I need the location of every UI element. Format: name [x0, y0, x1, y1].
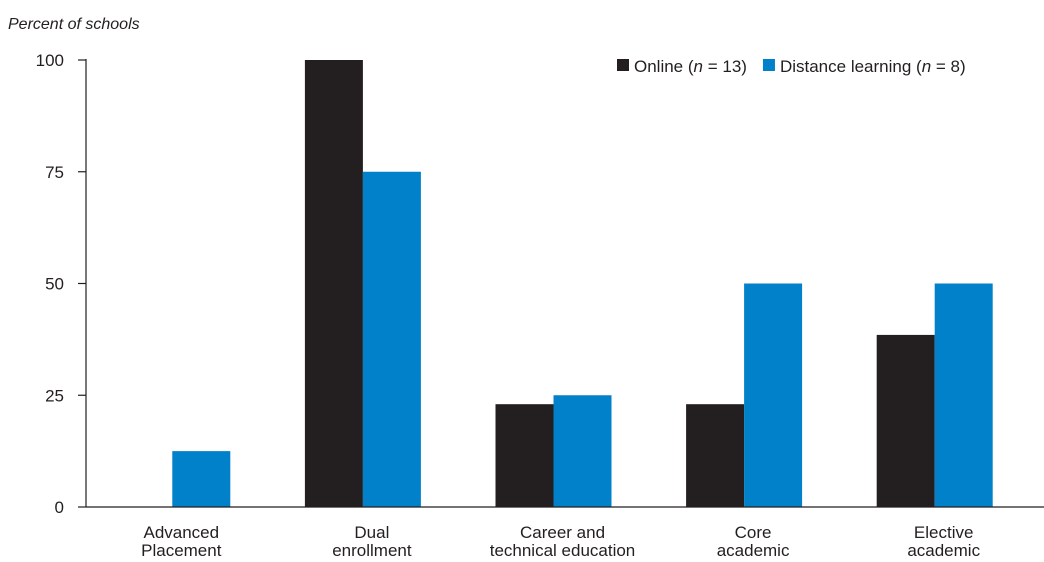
x-category-label-line: Placement	[141, 541, 222, 560]
legend-label-main: Distance learning (	[780, 57, 922, 76]
x-category-label-line: academic	[907, 541, 980, 560]
legend-swatch	[617, 59, 629, 71]
bar	[553, 395, 612, 507]
legend-label-rest: = 8)	[931, 57, 966, 76]
x-category-label-line: technical education	[490, 541, 636, 560]
x-category-label-line: enrollment	[332, 541, 412, 560]
x-category-label: Elective academic	[907, 523, 980, 560]
y-tick-label: 100	[36, 51, 64, 70]
legend-label-main: Online (	[634, 57, 694, 76]
legend-label-var: n	[694, 57, 703, 76]
y-tick-label: 75	[45, 163, 64, 182]
x-category-label-line: Advanced	[143, 523, 219, 542]
bar	[744, 283, 803, 507]
x-category-label-line: Core	[735, 523, 772, 542]
bar	[876, 334, 935, 507]
y-tick-label: 0	[55, 498, 64, 517]
bar	[172, 451, 231, 507]
bar	[304, 60, 363, 507]
legend-label: Distance learning (n = 8)	[780, 57, 966, 76]
x-category-label: Career and technical education	[490, 523, 636, 560]
y-axis-label: Percent of schools	[8, 16, 140, 33]
x-category-label: Core academic	[717, 523, 790, 560]
legend-swatch	[762, 59, 775, 71]
bar	[934, 283, 993, 507]
bar	[495, 404, 554, 507]
x-axis-categories: Advanced Placement Dual enrollment Career an…	[141, 523, 980, 560]
x-category-label: Advanced Placement	[141, 523, 222, 560]
bar	[686, 404, 745, 507]
y-tick-label: 25	[45, 386, 64, 405]
x-category-label-line: Career and	[520, 523, 605, 542]
x-category-label-line: Dual	[354, 523, 389, 542]
legend-label-var: n	[922, 57, 931, 76]
x-category-label: Dual enrollment	[332, 523, 412, 560]
x-category-label-line: Elective	[914, 523, 974, 542]
legend-label: Online (n = 13)	[634, 57, 747, 76]
bar	[362, 171, 421, 507]
legend: Online (n = 13) Distance learning (n = 8)	[617, 57, 966, 76]
y-tick-label: 50	[45, 275, 64, 294]
bars	[172, 60, 993, 507]
y-axis-ticks: 0 25 50 75 100	[36, 51, 86, 517]
x-category-label-line: academic	[717, 541, 790, 560]
axes	[85, 59, 1044, 508]
legend-label-rest: = 13)	[703, 57, 747, 76]
